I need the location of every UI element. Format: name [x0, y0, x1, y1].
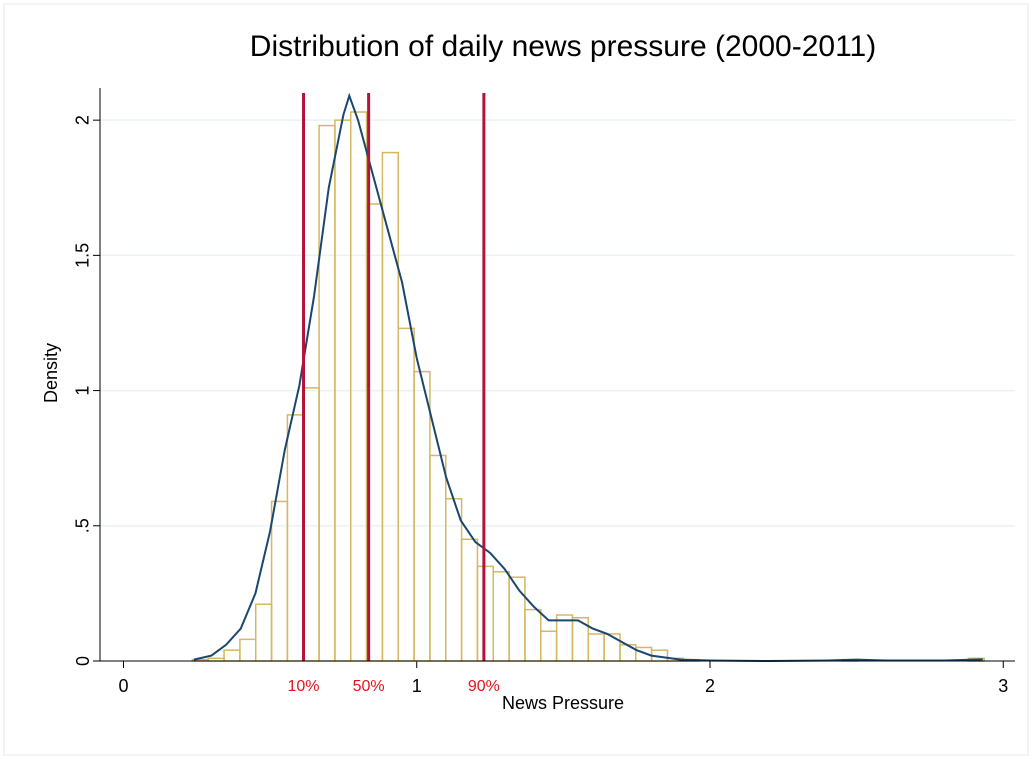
percentile-label: 90%: [468, 678, 500, 695]
x-tick-label: 1: [412, 676, 422, 696]
density-line: [193, 92, 983, 663]
y-tick-label: 2: [73, 115, 93, 125]
y-tick-label: .5: [73, 518, 93, 533]
y-tick-label: 0: [73, 656, 93, 666]
percentile-label: 10%: [288, 678, 320, 695]
y-tick-label: 1.5: [73, 243, 93, 268]
frame: [3, 3, 1029, 756]
x-tick-label: 3: [998, 676, 1008, 696]
percentile-label: 50%: [353, 678, 385, 695]
y-tick-label: 1: [73, 386, 93, 396]
y-axis-label: Density: [41, 343, 61, 403]
x-tick-label: 2: [705, 676, 715, 696]
chart-title: Distribution of daily news pressure (200…: [250, 30, 876, 63]
x-axis-label: News Pressure: [502, 693, 624, 713]
x-tick-label: 0: [118, 676, 128, 696]
